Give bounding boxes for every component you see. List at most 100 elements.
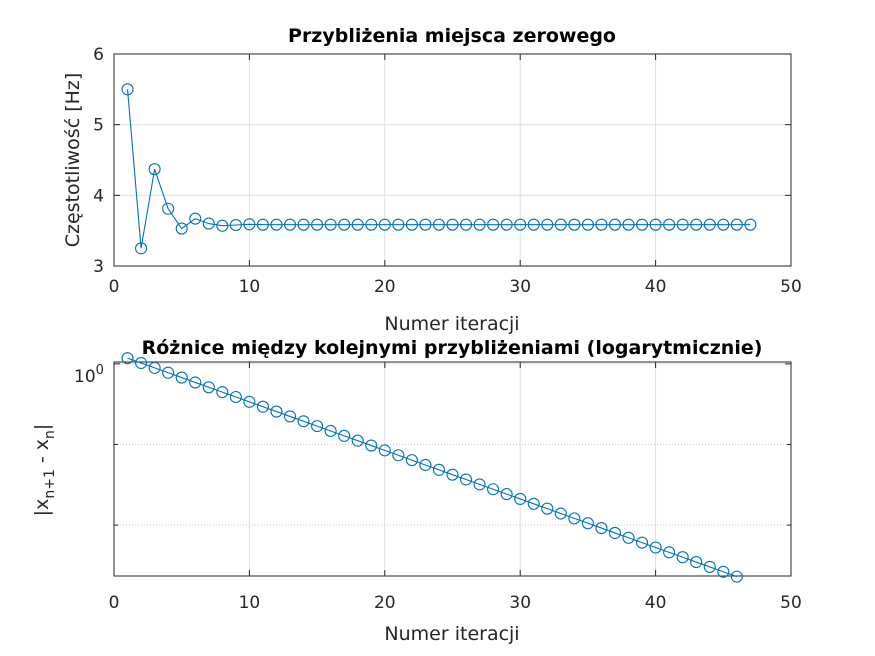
data-point <box>608 526 622 539</box>
data-point <box>432 463 446 476</box>
data-point <box>446 218 459 231</box>
data-point <box>202 381 215 394</box>
data-point <box>392 449 405 462</box>
data-point <box>311 218 324 231</box>
data-point <box>730 570 743 583</box>
data-point <box>378 444 391 457</box>
x-tick-label: 0 <box>109 593 120 613</box>
data-point <box>419 458 432 472</box>
data-point <box>608 218 622 231</box>
data-point <box>568 218 581 231</box>
top-x-tick-labels: 0 10 20 30 40 50 <box>109 277 802 297</box>
data-point <box>297 218 310 231</box>
bottom-tick-marks <box>113 362 792 576</box>
data-point <box>676 218 689 231</box>
x-tick-label: 40 <box>645 593 667 613</box>
data-point <box>351 218 364 231</box>
x-tick-label: 20 <box>374 593 396 613</box>
data-point <box>175 222 188 235</box>
y-tick-label: 5 <box>93 116 104 136</box>
bottom-subplot: 0 10 20 30 40 50 100 Różnice między kolejnymi… <box>31 337 802 645</box>
data-point <box>324 218 337 231</box>
data-point <box>527 497 540 510</box>
data-point <box>202 217 215 230</box>
data-point <box>229 218 242 232</box>
data-point <box>378 218 391 231</box>
data-point <box>554 218 567 231</box>
data-point <box>581 517 594 530</box>
x-tick-label: 50 <box>780 277 802 297</box>
top-chart-title: Przybliżenia miejsca zerowego <box>288 25 616 47</box>
data-point <box>365 218 378 231</box>
data-point <box>459 473 473 486</box>
data-point <box>162 202 175 215</box>
data-point <box>595 218 608 231</box>
data-point <box>405 454 418 467</box>
y-tick-label: 4 <box>93 186 104 206</box>
data-point <box>216 219 229 232</box>
y-tick-label: 3 <box>93 257 104 277</box>
data-point <box>487 218 500 231</box>
data-point <box>636 536 649 549</box>
data-point <box>595 522 608 535</box>
data-point <box>622 218 635 231</box>
data-point <box>500 488 513 501</box>
data-point <box>297 415 310 428</box>
y-label-sub-n: n <box>42 430 58 439</box>
data-point <box>148 163 161 176</box>
data-point <box>514 492 527 506</box>
data-point <box>676 551 689 564</box>
data-point <box>527 218 540 231</box>
top-tick-marks <box>113 53 792 267</box>
data-point <box>703 560 716 573</box>
data-point <box>405 218 418 231</box>
data-point <box>541 502 554 515</box>
data-point <box>663 546 676 559</box>
x-tick-label: 10 <box>239 593 261 613</box>
data-point <box>175 371 188 384</box>
data-point <box>189 212 202 225</box>
data-point <box>649 218 662 231</box>
data-point <box>459 218 473 231</box>
data-point <box>717 218 730 231</box>
data-point <box>229 390 242 404</box>
data-point <box>636 218 649 231</box>
data-point <box>365 439 378 452</box>
y-label-part-main: |x <box>31 499 53 517</box>
data-point <box>162 366 175 379</box>
data-point <box>581 218 594 231</box>
top-subplot: 0 10 20 30 40 50 3 4 5 6 Przybliżenia miejsca ze… <box>62 25 802 335</box>
data-point <box>392 218 405 231</box>
bottom-x-tick-labels: 0 10 20 30 40 50 <box>109 593 802 613</box>
data-point <box>568 512 581 525</box>
data-point <box>744 218 757 231</box>
data-point <box>283 218 297 231</box>
data-point <box>690 218 703 231</box>
top-y-tick-labels: 3 4 5 6 <box>93 45 104 277</box>
bottom-y-tick-base: 10 <box>74 367 96 387</box>
data-point <box>135 242 148 255</box>
data-point <box>324 424 337 438</box>
data-point <box>663 218 676 231</box>
x-tick-label: 30 <box>509 593 531 613</box>
data-point <box>283 410 297 423</box>
data-point <box>622 531 635 544</box>
bottom-x-axis-label: Numer iteracji <box>384 623 519 645</box>
data-point <box>690 556 703 569</box>
data-point <box>514 218 527 231</box>
data-point <box>487 483 500 496</box>
bottom-grid <box>114 362 791 576</box>
x-tick-label: 50 <box>780 593 802 613</box>
data-point <box>243 395 256 408</box>
top-grid <box>114 54 791 266</box>
data-point <box>216 386 229 399</box>
bottom-y-tick-label: 100 <box>74 363 104 387</box>
data-point <box>243 218 256 231</box>
data-point <box>189 376 202 389</box>
x-tick-label: 30 <box>509 277 531 297</box>
data-point <box>446 468 459 481</box>
data-point <box>703 218 716 231</box>
series-line <box>126 89 751 249</box>
data-point <box>256 400 269 413</box>
